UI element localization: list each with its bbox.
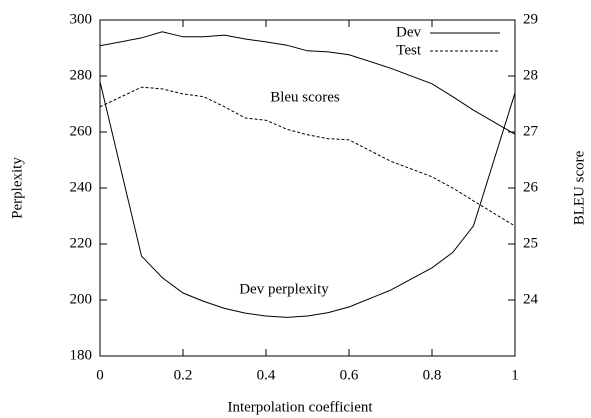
y-tick-label: 300 bbox=[70, 11, 93, 27]
annotation: Dev perplexity bbox=[239, 281, 329, 297]
y-tick-label: 180 bbox=[70, 347, 93, 363]
x-axis-label: Interpolation coefficient bbox=[227, 399, 373, 415]
series-line bbox=[99, 86, 516, 227]
x-tick-label: 0.8 bbox=[423, 367, 442, 383]
y2-tick-label: 24 bbox=[523, 291, 539, 307]
x-tick-label: 0.4 bbox=[257, 367, 276, 383]
y-tick-label: 280 bbox=[70, 67, 93, 83]
y2-axis-label: BLEU score bbox=[571, 150, 587, 225]
x-tick-label: 0.2 bbox=[174, 367, 193, 383]
y2-tick-label: 28 bbox=[523, 67, 538, 83]
y-axis-label: Perplexity bbox=[9, 157, 25, 219]
x-tick-label: 0 bbox=[96, 367, 104, 383]
legend-label: Test bbox=[396, 42, 422, 58]
series-line bbox=[99, 31, 516, 135]
y-tick-label: 240 bbox=[70, 179, 93, 195]
y-tick-label: 260 bbox=[70, 123, 93, 139]
y2-tick-label: 29 bbox=[523, 11, 538, 27]
y-tick-label: 200 bbox=[70, 291, 93, 307]
y2-tick-label: 27 bbox=[523, 123, 539, 139]
x-tick-label: 0.6 bbox=[340, 367, 359, 383]
legend-label: Dev bbox=[396, 24, 421, 40]
y-tick-label: 220 bbox=[70, 235, 93, 251]
y2-tick-label: 26 bbox=[523, 179, 539, 195]
x-tick-label: 1 bbox=[511, 367, 519, 383]
annotation: Bleu scores bbox=[270, 89, 340, 105]
series-line bbox=[99, 81, 516, 318]
y2-tick-label: 25 bbox=[523, 235, 538, 251]
